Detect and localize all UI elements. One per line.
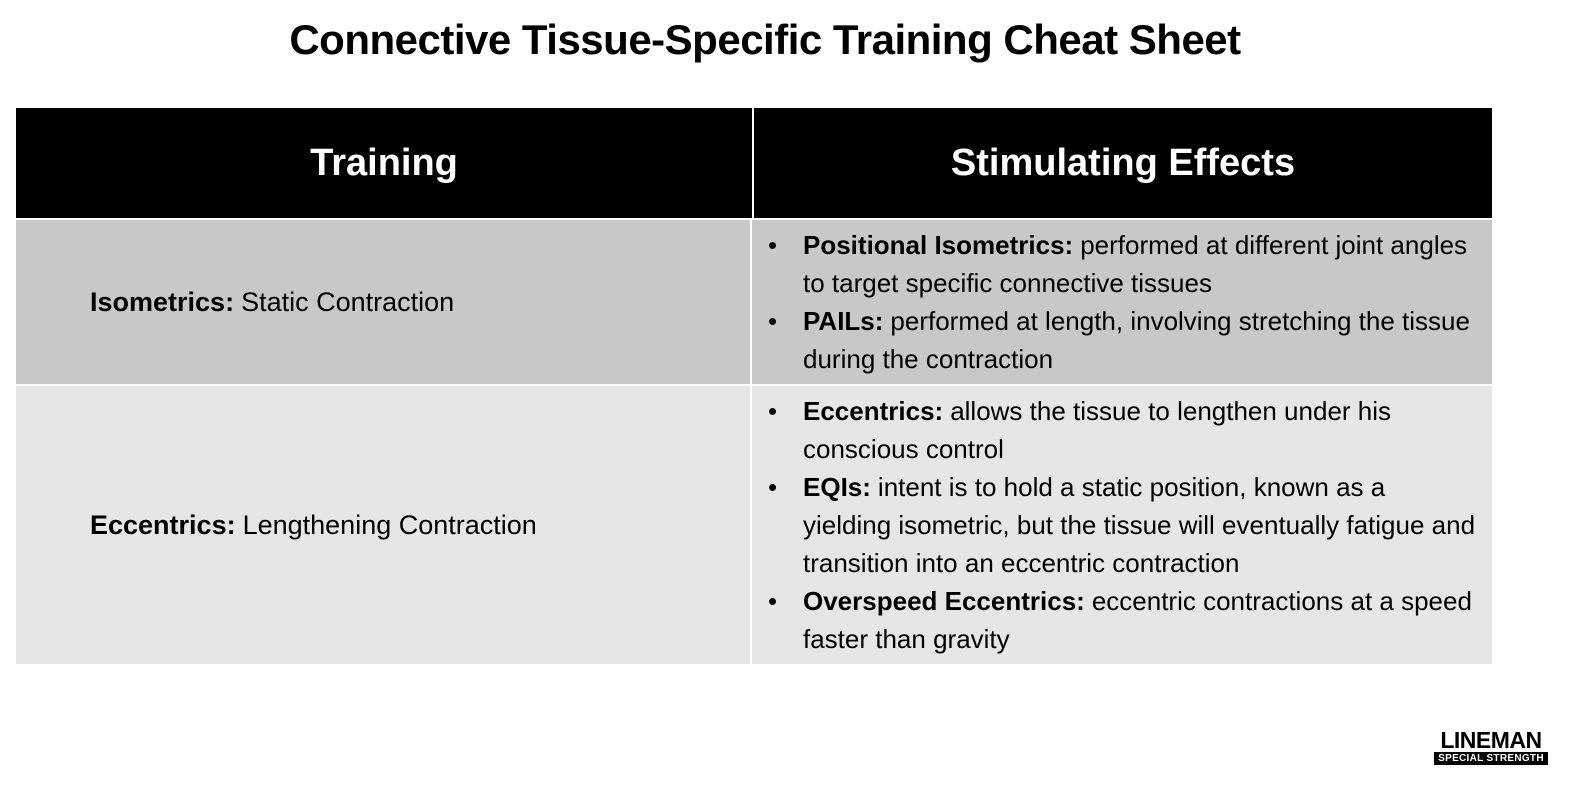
effects-list: Eccentrics:allows the tissue to lengthen… (768, 392, 1476, 658)
training-description: Lengthening Contraction (242, 509, 537, 540)
effect-item: PAILs:performed at length, involving str… (768, 302, 1476, 378)
effect-term: Eccentrics: (803, 396, 944, 426)
table: Training Stimulating Effects Isometrics:… (16, 108, 1492, 664)
effect-item: Eccentrics:allows the tissue to lengthen… (768, 392, 1476, 468)
training-cell: Isometrics: Static Contraction (16, 220, 752, 384)
effect-text: performed at different joint angles to t… (803, 230, 1468, 298)
effect-term: Overspeed Eccentrics: (803, 586, 1085, 616)
header-cell: Stimulating Effects (950, 141, 1296, 184)
header-cell: Training (16, 108, 754, 218)
table-header: Training Stimulating Effects (16, 108, 1492, 218)
logo-tagline: SPECIAL STRENGTH (1434, 752, 1548, 765)
effects-cell: Eccentrics:allows the tissue to lengthen… (752, 386, 1492, 664)
effect-text: intent is to hold a static position, kno… (803, 472, 1476, 578)
effect-item: Positional Isometrics:performed at diffe… (768, 226, 1476, 302)
effect-text: eccentric contractions at a speed faster… (803, 586, 1472, 654)
training-description: Static Contraction (241, 286, 455, 317)
table-row: Eccentrics:Lengthening ContractionEccent… (16, 384, 1492, 664)
effect-item: EQIs:intent is to hold a static position… (768, 468, 1476, 582)
table-row: Isometrics:Static ContractionPositional … (16, 218, 1492, 384)
effect-text: allows the tissue to lengthen under his … (803, 396, 1392, 464)
training-cell: Eccentrics: Lengthening Contraction (16, 386, 752, 664)
effect-term: EQIs: (803, 472, 871, 502)
training-term: Isometrics: (90, 286, 235, 317)
effect-term: PAILs: (803, 306, 884, 336)
logo-name: LINEMAN (1440, 727, 1542, 753)
effect-item: Overspeed Eccentrics:eccentric contracti… (768, 582, 1476, 658)
effect-term: Positional Isometrics: (803, 230, 1074, 260)
effects-cell: Positional Isometrics:performed at diffe… (752, 220, 1492, 384)
training-term: Eccentrics: (90, 509, 236, 540)
effect-text: performed at length, involving stretchin… (803, 306, 1470, 374)
logo: LINEMAN SPECIAL STRENGTH (1434, 728, 1548, 765)
effects-list: Positional Isometrics:performed at diffe… (768, 226, 1476, 378)
title: Connective Tissue-Specific Training Chea… (289, 16, 1241, 63)
